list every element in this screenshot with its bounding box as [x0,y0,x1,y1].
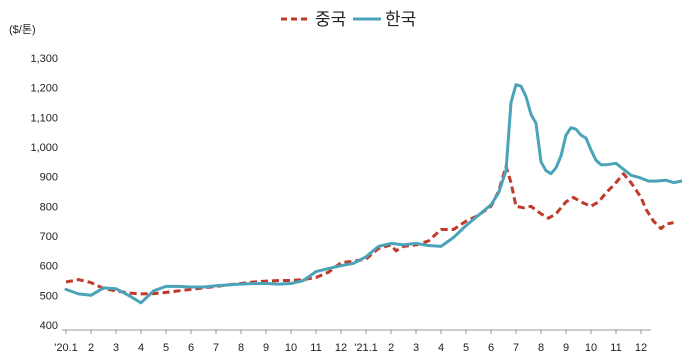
y-tick-label: 600 [40,261,58,273]
x-tick-label: 4 [438,342,444,354]
y-tick-label: 700 [40,231,58,243]
y-tick-label: 1,200 [30,83,58,95]
x-tick-label: 2 [88,342,94,354]
x-tick-label: 6 [488,342,494,354]
series-layer [64,83,682,305]
y-tick-label: 400 [40,320,58,332]
y-axis-ticks: 400 500 600 700 800 900 1,000 1,100 1,200 1,300 [30,53,58,332]
y-tick-label: 1,300 [30,53,58,65]
x-tick-label: 5 [163,342,169,354]
x-tick-label: 5 [463,342,469,354]
x-tick-label: 8 [538,342,544,354]
x-tick-label: '20.1 [54,342,78,354]
x-tick-label: 8 [238,342,244,354]
y-tick-label: 800 [40,201,58,213]
y-axis-unit-label: ($/톤) [9,23,36,36]
y-tick-label: 1,100 [30,112,58,124]
x-tick-label: 7 [513,342,519,354]
series-line-korea [64,83,682,305]
y-tick-label: 900 [40,172,58,184]
y-tick-label: 500 [40,290,58,302]
series-line-china [65,164,674,296]
x-tick-label: 3 [113,342,119,354]
y-tick-label: 1,000 [30,142,58,154]
x-tick-label: '21.1 [354,342,378,354]
x-tick-label: 12 [335,342,347,354]
x-tick-label: 11 [310,342,321,354]
x-tick-label: 6 [188,342,194,354]
x-tick-label: 2 [388,342,394,354]
x-tick-label: 7 [213,342,219,354]
x-tick-label: 9 [563,342,569,354]
x-tick-label: 4 [138,342,144,354]
x-tick-label: 3 [413,342,419,354]
legend: 중국 한국 [281,10,416,30]
x-tick-label: 10 [585,342,597,354]
x-tick-label: 9 [263,342,269,354]
x-tick-label: 11 [610,342,621,354]
x-tick-label: 12 [635,342,647,354]
legend-label-korea: 한국 [385,10,416,30]
x-axis: '20.1 2 3 4 5 6 7 8 9 10 11 12 '21.1 2 3 4 5 6 7 8 9 10 11 12 [54,329,651,354]
legend-label-china: 중국 [315,10,346,30]
x-tick-label: 10 [285,342,297,354]
